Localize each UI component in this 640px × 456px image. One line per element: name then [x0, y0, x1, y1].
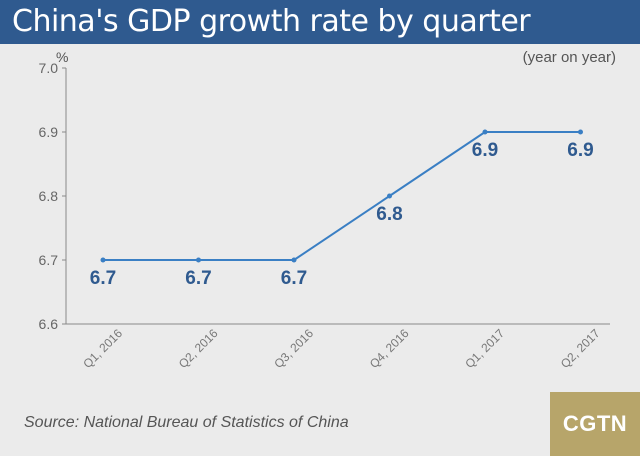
data-label: 6.7 [185, 268, 211, 289]
source-note: Source: National Bureau of Statistics of… [24, 414, 349, 431]
cgtn-logo: CGTN [550, 392, 640, 456]
data-point [100, 257, 106, 263]
y-tick-label: 6.8 [39, 188, 59, 204]
y-axis-unit: % [56, 49, 68, 65]
data-point [482, 129, 488, 135]
data-label: 6.9 [567, 140, 593, 161]
y-tick-label: 6.7 [39, 252, 59, 268]
chart-title: China's GDP growth rate by quarter [12, 4, 531, 39]
x-tick-label: Q2, 2017 [558, 326, 603, 371]
data-point [578, 129, 583, 135]
x-tick-label: Q2, 2016 [176, 326, 221, 371]
x-tick-labels: Q1, 2016 Q2, 2016 Q3, 2016 Q4, 2016 Q1, 2017… [80, 326, 603, 371]
data-point [291, 257, 297, 263]
x-tick-label: Q1, 2017 [462, 326, 507, 371]
y-tick-label: 7.0 [39, 60, 59, 76]
x-tick-label: Q3, 2016 [271, 326, 316, 371]
data-point [387, 193, 392, 199]
y-tick-label: 6.9 [39, 124, 59, 140]
logo-text: CGTN [562, 411, 628, 436]
x-tick-label: Q1, 2016 [80, 326, 125, 371]
data-labels: 6.7 6.7 6.7 6.8 6.9 6.9 [90, 140, 594, 289]
data-label: 6.9 [472, 140, 498, 161]
title-bar: China's GDP growth rate by quarter [0, 0, 640, 44]
data-label: 6.7 [281, 268, 307, 289]
y-tick-label: 6.6 [39, 316, 59, 332]
x-tick-label: Q4, 2016 [367, 326, 412, 371]
data-label: 6.8 [376, 204, 402, 225]
series-line [103, 131, 581, 261]
chart-annotation: (year on year) [523, 49, 616, 66]
data-point [196, 257, 201, 263]
series-group [100, 129, 583, 263]
y-tick-labels: 6.6 6.7 6.8 6.9 7.0 [39, 60, 66, 332]
chart-axes [65, 68, 610, 325]
data-label: 6.7 [90, 268, 116, 289]
